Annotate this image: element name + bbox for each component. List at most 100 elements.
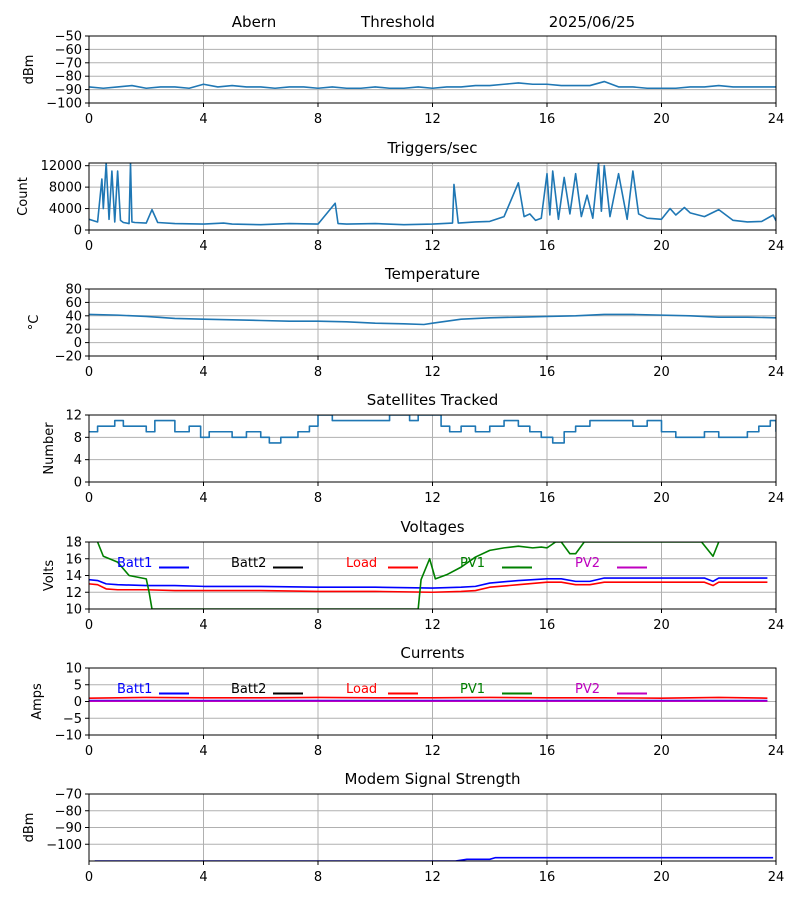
y-tick-label: 10 [65, 662, 82, 677]
legend-label-batt2: Batt2 [231, 682, 266, 697]
y-tick-label: −70 [55, 788, 82, 803]
y-tick-label: −20 [55, 350, 82, 365]
legend-label-load: Load [346, 682, 377, 697]
y-tick-label: 8 [74, 431, 82, 446]
x-tick-label: 12 [424, 744, 441, 759]
series-line-load [89, 581, 768, 594]
x-tick-label: 0 [85, 744, 93, 759]
panel-modem: 0 4 8 12 16 20 24 −100 −90 −80−70 Modem Signal Str… [22, 770, 784, 885]
x-tick-label: 12 [424, 491, 441, 506]
y-tick-label: −100 [46, 838, 82, 853]
y-tick-label: −90 [55, 83, 82, 98]
y-axis-label: dBm [22, 55, 37, 85]
series-line-pv1 [96, 542, 720, 609]
panel-title: Voltages [400, 518, 464, 536]
x-tick-label: 24 [768, 365, 785, 380]
x-tick-label: 12 [424, 618, 441, 633]
x-tick-label: 16 [539, 239, 556, 254]
series-line-modem [94, 856, 774, 861]
legend-label-pv1: PV1 [460, 682, 485, 697]
legend-label-batt1: Batt1 [117, 682, 152, 697]
x-tick-label: 8 [314, 239, 322, 254]
x-tick-label: 0 [85, 618, 93, 633]
y-tick-label: −100 [46, 97, 82, 112]
y-tick-label: 40 [65, 309, 82, 324]
x-tick-label: 20 [653, 744, 670, 759]
x-tick-label: 24 [768, 618, 785, 633]
x-tick-label: 20 [653, 870, 670, 885]
y-tick-label: 12 [65, 409, 82, 424]
series-line-signal [89, 80, 776, 90]
y-tick-label: 80 [65, 283, 82, 298]
x-tick-label: 8 [314, 365, 322, 380]
x-tick-label: 20 [653, 491, 670, 506]
x-tick-label: 0 [85, 239, 93, 254]
panel-title: Currents [400, 644, 464, 662]
series-line-temperature [89, 313, 776, 326]
x-tick-label: 0 [85, 112, 93, 127]
series-line-batt1 [89, 577, 768, 589]
y-tick-label: 4 [74, 453, 82, 468]
x-tick-label: 16 [539, 744, 556, 759]
legend-label-batt2: Batt2 [231, 556, 266, 571]
y-tick-label: −70 [55, 56, 82, 71]
panel-triggers: 0 4 8 12 16 20 24 0 4000 8000 12000 Triggers/sec Cou… [16, 139, 784, 254]
legend-label-pv1: PV1 [460, 556, 485, 571]
x-tick-label: 4 [199, 112, 207, 127]
x-tick-label: 4 [199, 618, 207, 633]
x-tick-label: 24 [768, 744, 785, 759]
y-tick-label: −10 [55, 729, 82, 744]
series-line-triggers [89, 163, 776, 226]
x-tick-label: 20 [653, 618, 670, 633]
x-tick-label: 20 [653, 365, 670, 380]
x-tick-label: 0 [85, 870, 93, 885]
y-tick-label: −5 [63, 712, 82, 727]
legend-label-pv2: PV2 [575, 682, 600, 697]
x-tick-label: 16 [539, 870, 556, 885]
y-tick-label: 12 [65, 586, 82, 601]
x-tick-label: 16 [539, 365, 556, 380]
x-tick-label: 24 [768, 239, 785, 254]
x-tick-label: 8 [314, 112, 322, 127]
y-tick-label: 0 [74, 695, 82, 710]
y-axis-label: Volts [42, 560, 57, 592]
y-tick-label: −80 [55, 70, 82, 85]
y-tick-label: 4000 [49, 202, 82, 217]
x-tick-label: 0 [85, 491, 93, 506]
x-tick-label: 0 [85, 365, 93, 380]
panel-currents: 0 4 8 12 16 20 24 −10 −5 0 510 Currents Amps Batt1 Bat… [30, 644, 784, 759]
y-axis-label: dBm [22, 813, 37, 843]
header-date: 2025/06/25 [549, 13, 635, 31]
y-axis-label: °C [27, 315, 42, 331]
x-tick-label: 8 [314, 870, 322, 885]
legend-label-load: Load [346, 556, 377, 571]
x-tick-label: 20 [653, 112, 670, 127]
y-tick-label: 18 [65, 536, 82, 551]
y-tick-label: −90 [55, 821, 82, 836]
y-tick-label: 8000 [49, 181, 82, 196]
x-tick-label: 12 [424, 870, 441, 885]
y-axis-label: Count [16, 177, 31, 216]
y-tick-label: 12000 [41, 159, 82, 174]
panel-title: Temperature [384, 265, 480, 283]
x-tick-label: 16 [539, 112, 556, 127]
y-axis-label: Number [42, 422, 57, 475]
y-tick-label: 16 [65, 552, 82, 567]
x-tick-label: 4 [199, 491, 207, 506]
y-axis-label: Amps [30, 683, 45, 720]
panel-signal: 0 4 8 12 16 20 24 −100−90−80−70−60−50 dBm [22, 30, 784, 128]
x-tick-label: 24 [768, 491, 785, 506]
y-tick-label: −60 [55, 43, 82, 58]
x-tick-label: 4 [199, 365, 207, 380]
y-tick-label: 0 [74, 224, 82, 239]
series-line-satellites [89, 415, 776, 444]
x-tick-label: 12 [424, 365, 441, 380]
series-line-load [89, 696, 768, 699]
x-tick-label: 16 [539, 491, 556, 506]
panel-satellites: 0 4 8 12 16 20 24 0 4 8 12 Satellites Tracked Number [42, 391, 784, 506]
y-tick-label: −50 [55, 30, 82, 45]
legend-label-pv2: PV2 [575, 556, 600, 571]
x-tick-label: 16 [539, 618, 556, 633]
